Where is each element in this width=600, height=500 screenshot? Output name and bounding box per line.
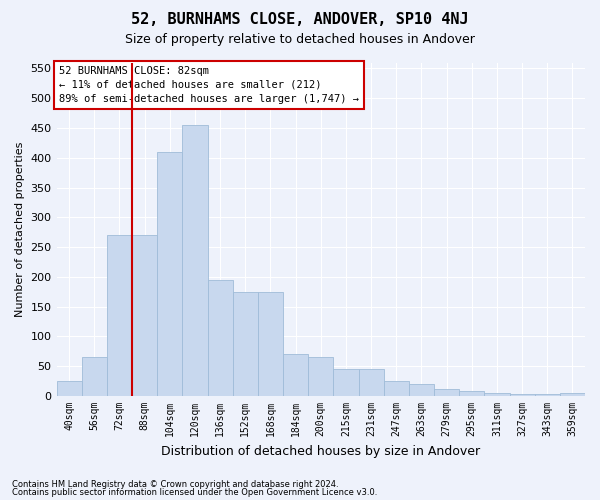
Bar bbox=[409, 384, 434, 396]
Bar bbox=[107, 235, 132, 396]
Bar bbox=[484, 393, 509, 396]
Bar bbox=[182, 125, 208, 396]
Bar bbox=[434, 389, 459, 396]
X-axis label: Distribution of detached houses by size in Andover: Distribution of detached houses by size … bbox=[161, 444, 481, 458]
Bar bbox=[560, 393, 585, 396]
Bar bbox=[308, 358, 334, 396]
Bar bbox=[459, 392, 484, 396]
Bar bbox=[283, 354, 308, 396]
Bar bbox=[132, 235, 157, 396]
Text: 52 BURNHAMS CLOSE: 82sqm
← 11% of detached houses are smaller (212)
89% of semi-: 52 BURNHAMS CLOSE: 82sqm ← 11% of detach… bbox=[59, 66, 359, 104]
Bar bbox=[157, 152, 182, 396]
Bar bbox=[359, 370, 383, 396]
Bar bbox=[56, 381, 82, 396]
Bar bbox=[334, 370, 359, 396]
Bar bbox=[233, 292, 258, 396]
Text: Size of property relative to detached houses in Andover: Size of property relative to detached ho… bbox=[125, 32, 475, 46]
Bar bbox=[383, 381, 409, 396]
Text: Contains HM Land Registry data © Crown copyright and database right 2024.: Contains HM Land Registry data © Crown c… bbox=[12, 480, 338, 489]
Bar bbox=[509, 394, 535, 396]
Text: Contains public sector information licensed under the Open Government Licence v3: Contains public sector information licen… bbox=[12, 488, 377, 497]
Bar bbox=[208, 280, 233, 396]
Y-axis label: Number of detached properties: Number of detached properties bbox=[15, 142, 25, 317]
Bar bbox=[535, 394, 560, 396]
Text: 52, BURNHAMS CLOSE, ANDOVER, SP10 4NJ: 52, BURNHAMS CLOSE, ANDOVER, SP10 4NJ bbox=[131, 12, 469, 28]
Bar bbox=[82, 358, 107, 396]
Bar bbox=[258, 292, 283, 396]
